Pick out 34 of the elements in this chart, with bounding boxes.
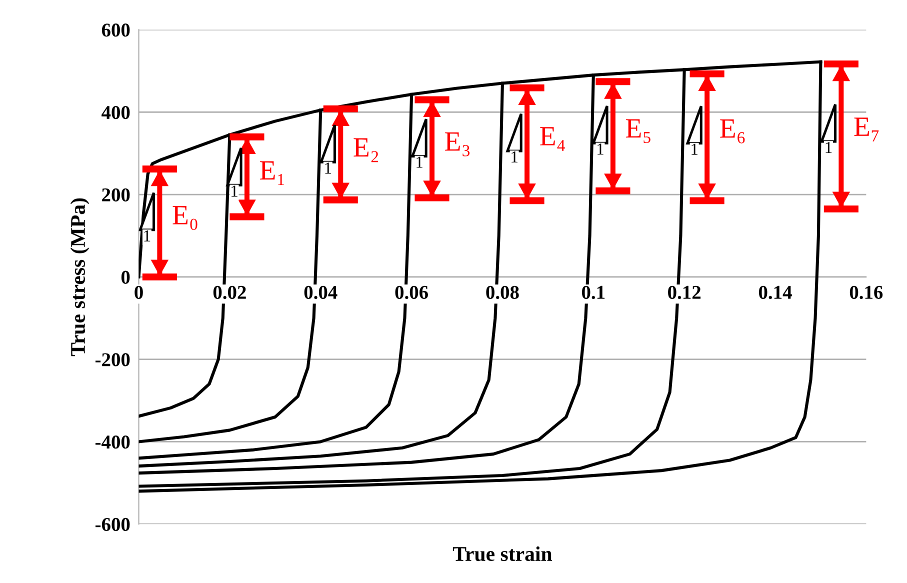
y-tick-label: -400 [96, 436, 130, 449]
annotation: 1 [692, 144, 698, 155]
annotation: 1 [325, 162, 332, 174]
x-tick-label: 0.14 [758, 286, 792, 300]
annotation: E₆ [720, 119, 745, 144]
annotation: 1 [598, 144, 604, 155]
annotation: 1 [144, 230, 150, 242]
annotation: E₅ [626, 119, 650, 144]
x-tick-label: 0.16 [850, 286, 883, 300]
y-axis-title: True stress (MPa) [70, 198, 90, 356]
annotation: 1 [826, 142, 832, 153]
y-tick-label: 0 [121, 270, 130, 284]
x-tick-label: 0 [134, 286, 143, 299]
annotation: 1 [232, 186, 238, 197]
x-tick-label: 0.1 [582, 286, 605, 300]
y-tick-label: 400 [102, 106, 130, 120]
x-tick-label: 0.04 [304, 286, 338, 300]
y-tick-label: 600 [102, 24, 130, 37]
y-tick-label: 200 [102, 188, 130, 202]
y-tick-label: -200 [96, 353, 130, 366]
x-tick-label: 0.08 [486, 286, 519, 300]
x-tick-label: 0.06 [395, 286, 428, 300]
annotation: 1 [416, 156, 422, 168]
annotation: E₁ [260, 161, 284, 186]
x-tick-label: 0.02 [213, 286, 246, 300]
x-tick-label: 0.12 [668, 286, 701, 300]
x-axis-title: True strain [452, 546, 552, 562]
annotation: E₀ [172, 206, 198, 230]
annotation: E₂ [354, 138, 378, 162]
annotation: E₄ [540, 127, 565, 151]
y-tick-label: -600 [96, 518, 130, 532]
annotation: E₇ [854, 118, 879, 142]
annotation: E₃ [445, 132, 470, 156]
annotation: 1 [512, 151, 518, 162]
